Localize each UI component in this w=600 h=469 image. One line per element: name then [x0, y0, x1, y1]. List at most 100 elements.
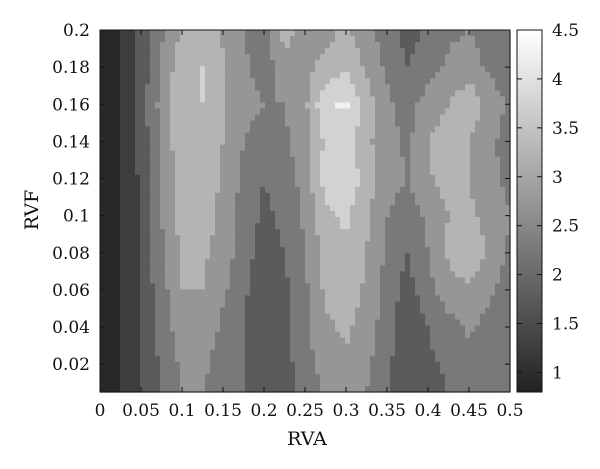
heatmap-cell: [130, 313, 136, 321]
heatmap-cell: [215, 30, 221, 37]
heatmap-cell: [485, 132, 491, 140]
heatmap-cell: [420, 355, 426, 363]
heatmap-cell: [430, 223, 436, 230]
heatmap-cell: [125, 30, 131, 37]
heatmap-cell: [440, 253, 446, 260]
heatmap-cell: [100, 144, 106, 152]
heatmap-cell: [160, 60, 166, 67]
heatmap-cell: [235, 60, 241, 67]
heatmap-cell: [490, 313, 496, 321]
heatmap-cell: [340, 198, 346, 206]
heatmap-cell: [390, 48, 396, 55]
heatmap-cell: [305, 192, 311, 200]
heatmap-cell: [210, 283, 216, 291]
heatmap-cell: [350, 289, 356, 297]
heatmap-cell: [370, 211, 376, 218]
heatmap-cell: [310, 54, 316, 61]
heatmap-cell: [155, 265, 161, 272]
heatmap-cell: [320, 253, 326, 260]
heatmap-cell: [155, 186, 161, 194]
heatmap-cell: [400, 54, 406, 61]
heatmap-cell: [325, 144, 331, 152]
heatmap-cell: [205, 283, 211, 291]
heatmap-cell: [240, 307, 246, 315]
heatmap-cell: [140, 361, 146, 369]
heatmap-cell: [335, 144, 341, 152]
heatmap-cell: [490, 156, 496, 164]
heatmap-cell: [235, 277, 241, 284]
heatmap-cell: [505, 48, 511, 55]
heatmap-cell: [115, 66, 121, 73]
heatmap-cell: [365, 150, 371, 158]
heatmap-cell: [250, 307, 256, 315]
heatmap-cell: [315, 367, 321, 375]
heatmap-cell: [200, 192, 206, 200]
heatmap-cell: [355, 186, 361, 194]
heatmap-cell: [470, 331, 476, 339]
heatmap-cell: [265, 204, 271, 212]
heatmap-cell: [315, 331, 321, 339]
heatmap-cell: [195, 114, 201, 122]
heatmap-cell: [110, 114, 116, 122]
heatmap-cell: [235, 138, 241, 146]
heatmap-cell: [455, 385, 461, 393]
heatmap-cell: [250, 60, 256, 67]
heatmap-cell: [355, 301, 361, 309]
heatmap-cell: [100, 247, 106, 254]
heatmap-cell: [145, 259, 151, 266]
heatmap-cell: [280, 247, 286, 254]
heatmap-cell: [235, 313, 241, 321]
heatmap-cell: [205, 54, 211, 61]
heatmap-cell: [260, 247, 266, 254]
heatmap-cell: [120, 132, 126, 140]
heatmap-cell: [165, 325, 171, 333]
heatmap-cell: [440, 361, 446, 369]
heatmap-cell: [345, 84, 351, 91]
heatmap-cell: [500, 367, 506, 375]
heatmap-cell: [310, 349, 316, 357]
heatmap-cell: [190, 54, 196, 61]
heatmap-cell: [195, 84, 201, 91]
heatmap-cell: [460, 253, 466, 260]
heatmap-cell: [175, 277, 181, 284]
heatmap-cell: [355, 211, 361, 218]
heatmap-cell: [125, 198, 131, 206]
heatmap-cell: [410, 361, 416, 369]
heatmap-cell: [465, 132, 471, 140]
heatmap-cell: [255, 385, 261, 393]
heatmap-cell: [450, 42, 456, 49]
heatmap-cell: [250, 259, 256, 266]
heatmap-cell: [265, 60, 271, 67]
heatmap-cell: [395, 277, 401, 284]
heatmap-cell: [155, 144, 161, 152]
heatmap-cell: [340, 90, 346, 97]
heatmap-cell: [395, 373, 401, 381]
heatmap-cell: [300, 217, 306, 224]
heatmap-cell: [355, 253, 361, 260]
heatmap-cell: [190, 355, 196, 363]
heatmap-cell: [490, 283, 496, 291]
heatmap-cell: [115, 30, 121, 37]
heatmap-cell: [300, 253, 306, 260]
heatmap-cell: [415, 108, 421, 116]
heatmap-cell: [105, 361, 111, 369]
heatmap-cell: [270, 319, 276, 327]
heatmap-cell: [210, 379, 216, 387]
heatmap-cell: [105, 277, 111, 284]
heatmap-cell: [275, 259, 281, 266]
heatmap-cell: [425, 150, 431, 158]
heatmap-cell: [445, 156, 451, 164]
heatmap-cell: [145, 223, 151, 230]
heatmap-cell: [425, 96, 431, 103]
heatmap-cell: [130, 223, 136, 230]
heatmap-cell: [300, 114, 306, 122]
heatmap-cell: [405, 192, 411, 200]
heatmap-cell: [140, 379, 146, 387]
heatmap-cell: [450, 247, 456, 254]
heatmap-cell: [500, 355, 506, 363]
heatmap-cell: [130, 367, 136, 375]
heatmap-cell: [305, 301, 311, 309]
heatmap-cell: [410, 265, 416, 272]
heatmap-cell: [170, 42, 176, 49]
heatmap-cell: [505, 114, 511, 122]
